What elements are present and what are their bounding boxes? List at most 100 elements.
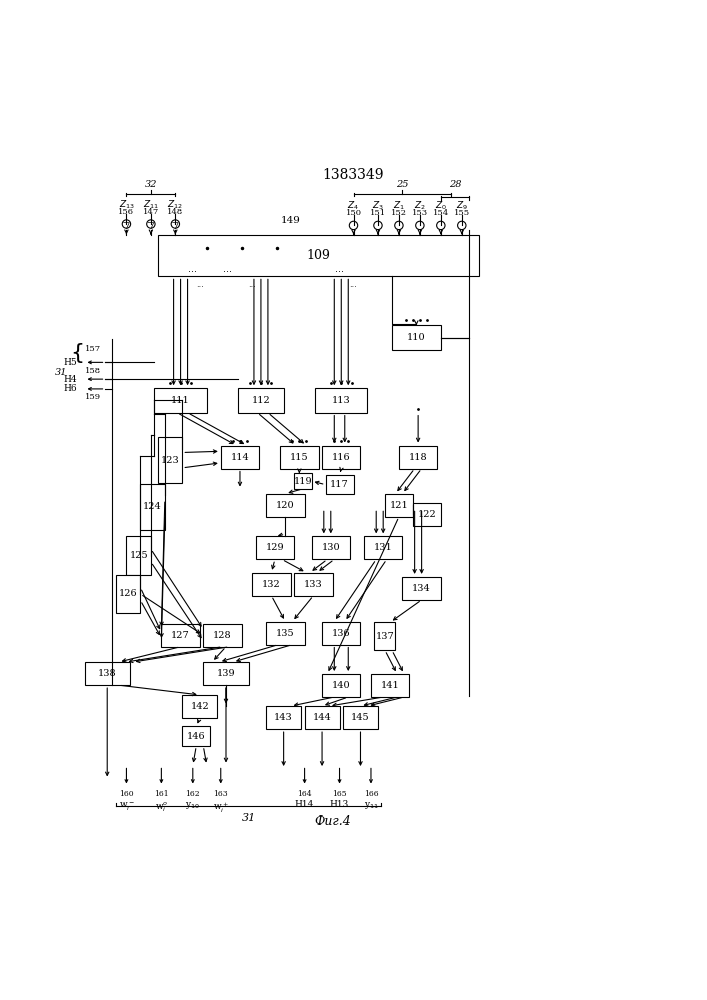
FancyBboxPatch shape	[322, 622, 361, 645]
Text: 115: 115	[290, 453, 309, 462]
FancyBboxPatch shape	[322, 674, 361, 697]
Text: ...: ...	[223, 264, 232, 274]
Text: 124: 124	[144, 502, 162, 511]
Text: ...: ...	[248, 280, 256, 289]
Text: 158: 158	[85, 367, 100, 375]
Text: 140: 140	[332, 681, 351, 690]
Text: 146: 146	[187, 732, 206, 741]
Text: 31: 31	[242, 813, 256, 823]
Text: w$_i^-$: w$_i^-$	[119, 800, 134, 813]
FancyBboxPatch shape	[182, 726, 210, 746]
FancyBboxPatch shape	[325, 475, 354, 494]
Text: 109: 109	[307, 249, 330, 262]
FancyBboxPatch shape	[141, 484, 165, 530]
FancyBboxPatch shape	[305, 706, 339, 729]
Text: 147: 147	[143, 208, 159, 216]
Text: 119: 119	[293, 477, 312, 486]
Text: y$_{11}$: y$_{11}$	[363, 800, 378, 811]
Text: 142: 142	[190, 702, 209, 711]
Text: $Z_{11}$: $Z_{11}$	[143, 198, 159, 211]
Text: 25: 25	[396, 180, 409, 189]
Text: w$_i^o$: w$_i^o$	[155, 800, 168, 814]
Text: 148: 148	[168, 208, 183, 216]
Text: 111: 111	[171, 396, 190, 405]
Text: 155: 155	[454, 209, 470, 217]
Text: 137: 137	[375, 632, 395, 641]
Text: 123: 123	[160, 456, 180, 465]
Text: ...: ...	[349, 280, 358, 289]
FancyBboxPatch shape	[343, 706, 378, 729]
Text: 135: 135	[276, 629, 295, 638]
Text: 128: 128	[214, 631, 232, 640]
Text: 144: 144	[312, 713, 332, 722]
Text: ...: ...	[196, 280, 204, 289]
Text: $Z_9$: $Z_9$	[456, 200, 468, 212]
Text: H13: H13	[330, 800, 349, 809]
Text: 149: 149	[281, 216, 300, 225]
FancyBboxPatch shape	[116, 575, 141, 613]
Text: 122: 122	[418, 510, 436, 519]
Text: 163: 163	[214, 790, 228, 798]
Text: 133: 133	[304, 580, 322, 589]
Text: 28: 28	[448, 180, 461, 189]
Text: w$_i^+$: w$_i^+$	[213, 800, 228, 815]
Text: 31: 31	[54, 368, 67, 377]
FancyBboxPatch shape	[85, 662, 130, 685]
Text: 141: 141	[381, 681, 399, 690]
FancyBboxPatch shape	[413, 503, 441, 526]
Text: ...: ...	[335, 264, 344, 274]
Text: 118: 118	[409, 453, 428, 462]
FancyBboxPatch shape	[294, 473, 312, 489]
Text: 160: 160	[119, 790, 134, 798]
Text: 129: 129	[266, 543, 284, 552]
FancyBboxPatch shape	[256, 536, 294, 559]
Text: 125: 125	[129, 551, 148, 560]
Text: 161: 161	[154, 790, 169, 798]
Text: 121: 121	[390, 501, 408, 510]
Text: 159: 159	[85, 393, 100, 401]
FancyBboxPatch shape	[322, 446, 361, 469]
Text: H4: H4	[64, 375, 78, 384]
Text: 166: 166	[363, 790, 378, 798]
Text: 130: 130	[322, 543, 340, 552]
Text: 131: 131	[374, 543, 392, 552]
Text: H14: H14	[295, 800, 315, 809]
FancyBboxPatch shape	[399, 446, 438, 469]
Text: 120: 120	[276, 501, 295, 510]
Text: 164: 164	[297, 790, 312, 798]
FancyBboxPatch shape	[221, 446, 259, 469]
Text: $Z_3$: $Z_3$	[372, 200, 384, 212]
Text: 152: 152	[391, 209, 407, 217]
Text: Фиг.4: Фиг.4	[314, 815, 351, 828]
Text: 153: 153	[411, 209, 428, 217]
Text: $Z_{12}$: $Z_{12}$	[168, 198, 183, 211]
Text: ...: ...	[188, 264, 197, 274]
FancyBboxPatch shape	[204, 662, 249, 685]
Text: $Z_4$: $Z_4$	[348, 200, 359, 212]
FancyBboxPatch shape	[238, 388, 284, 413]
Text: H6: H6	[64, 384, 78, 393]
Text: $Z_2$: $Z_2$	[414, 200, 426, 212]
FancyBboxPatch shape	[392, 325, 441, 350]
FancyBboxPatch shape	[294, 573, 332, 596]
FancyBboxPatch shape	[154, 388, 206, 413]
FancyBboxPatch shape	[204, 624, 242, 647]
FancyBboxPatch shape	[252, 573, 291, 596]
Text: 113: 113	[332, 396, 351, 405]
Text: 112: 112	[252, 396, 270, 405]
Text: 154: 154	[433, 209, 449, 217]
Text: 145: 145	[351, 713, 370, 722]
Text: $Z_{13}$: $Z_{13}$	[119, 198, 134, 211]
Text: 136: 136	[332, 629, 351, 638]
Text: 114: 114	[230, 453, 250, 462]
Text: 165: 165	[332, 790, 347, 798]
Text: 134: 134	[412, 584, 431, 593]
FancyBboxPatch shape	[402, 577, 441, 600]
Text: 139: 139	[216, 669, 235, 678]
Text: 117: 117	[330, 480, 349, 489]
FancyBboxPatch shape	[315, 388, 368, 413]
FancyBboxPatch shape	[364, 536, 402, 559]
FancyBboxPatch shape	[280, 446, 319, 469]
Text: $Z_0$: $Z_0$	[435, 200, 447, 212]
Text: 132: 132	[262, 580, 281, 589]
